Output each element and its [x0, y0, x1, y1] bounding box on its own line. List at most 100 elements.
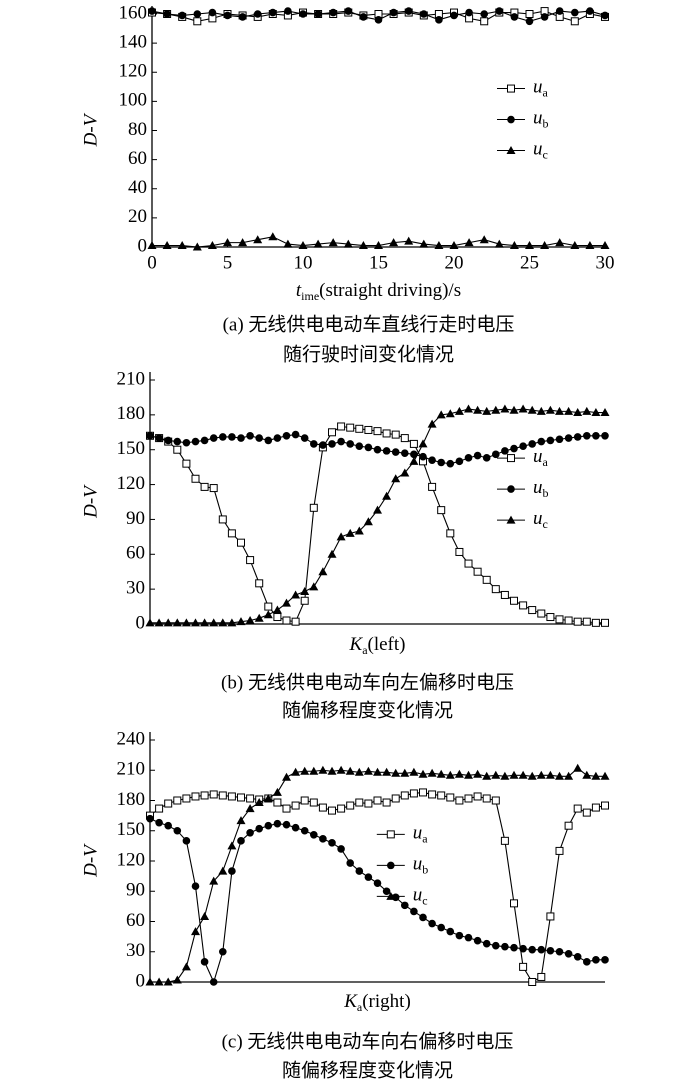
marker-circle: [337, 437, 345, 446]
marker-circle: [525, 17, 534, 26]
marker-square: [455, 547, 464, 556]
marker-square: [573, 617, 582, 626]
marker-triangle: [591, 408, 601, 417]
marker-circle: [555, 7, 564, 15]
marker-circle: [146, 814, 154, 823]
marker-triangle: [382, 767, 392, 776]
marker-square: [291, 617, 300, 626]
marker-triangle: [227, 618, 237, 627]
marker-circle: [540, 13, 549, 21]
marker-circle: [450, 11, 458, 20]
marker-square: [570, 17, 579, 26]
marker-square: [386, 830, 395, 839]
marker-square: [182, 459, 191, 468]
marker-triangle: [391, 474, 401, 483]
marker-circle: [178, 11, 186, 20]
marker-circle: [537, 437, 546, 446]
marker-circle: [246, 431, 254, 440]
marker-triangle: [386, 891, 396, 900]
marker-square: [519, 962, 528, 971]
marker-circle: [255, 434, 263, 442]
marker-triangle: [345, 766, 355, 775]
marker-square: [382, 798, 391, 807]
marker-circle: [391, 448, 400, 456]
marker-circle: [228, 867, 236, 875]
marker-triangle: [400, 768, 410, 777]
marker-circle: [237, 837, 245, 845]
marker-triangle: [254, 613, 264, 622]
marker-square: [537, 609, 546, 618]
marker-triangle: [391, 768, 401, 777]
marker-circle: [389, 8, 398, 17]
x-tick-label: 20: [445, 252, 464, 273]
marker-triangle: [172, 618, 182, 627]
y-axis-label: D-V: [80, 484, 101, 519]
marker-square: [273, 613, 282, 622]
marker-triangle: [363, 766, 373, 775]
marker-square: [601, 801, 609, 810]
y-tick-label: 150: [117, 819, 146, 840]
marker-triangle: [509, 770, 519, 779]
marker-triangle: [327, 766, 337, 775]
marker-circle: [299, 10, 307, 18]
marker-triangle: [545, 770, 555, 779]
marker-circle: [300, 434, 309, 442]
marker-square: [491, 796, 500, 805]
marker-circle: [329, 8, 338, 17]
marker-square: [409, 439, 418, 448]
legend-label: ub: [413, 854, 429, 876]
marker-circle: [255, 824, 263, 833]
marker-triangle: [181, 618, 191, 627]
marker-triangle: [564, 771, 574, 780]
marker-square: [491, 585, 500, 594]
marker-circle: [264, 821, 273, 830]
marker-triangle: [154, 618, 164, 627]
marker-square: [480, 17, 489, 26]
marker-square: [309, 503, 318, 512]
marker-triangle: [227, 841, 237, 850]
marker-triangle: [491, 405, 501, 414]
marker-triangle: [518, 770, 528, 779]
marker-circle: [492, 941, 500, 950]
marker-triangle: [298, 241, 308, 250]
marker-circle: [464, 933, 473, 942]
marker-square: [455, 796, 464, 805]
marker-square: [218, 791, 227, 800]
marker-circle: [519, 442, 527, 451]
marker-circle: [300, 826, 309, 835]
marker-circle: [373, 879, 382, 887]
marker-circle: [564, 949, 573, 958]
marker-circle: [208, 8, 217, 17]
marker-circle: [519, 944, 527, 953]
marker-triangle: [482, 771, 492, 780]
marker-square: [507, 84, 515, 93]
marker-triangle: [479, 235, 489, 244]
marker-triangle: [191, 927, 200, 936]
y-tick-label: 120: [117, 849, 146, 870]
marker-triangle: [419, 239, 429, 248]
marker-square: [519, 601, 528, 610]
marker-circle: [228, 433, 236, 441]
marker-square: [355, 798, 364, 807]
y-tick-label: 210: [117, 759, 146, 780]
marker-square: [500, 590, 509, 599]
marker-circle: [437, 923, 446, 932]
marker-circle: [182, 438, 191, 447]
marker-triangle: [500, 771, 510, 780]
y-tick-label: 90: [126, 880, 145, 901]
marker-triangle: [436, 769, 446, 778]
marker-circle: [219, 433, 227, 441]
y-tick-label: 120: [117, 473, 146, 494]
marker-circle: [401, 901, 409, 910]
marker-circle: [492, 450, 500, 459]
marker-triangle: [591, 771, 601, 780]
marker-square: [473, 792, 482, 801]
marker-triangle: [482, 406, 492, 415]
marker-triangle: [464, 238, 474, 247]
marker-triangle: [454, 406, 464, 415]
marker-circle: [583, 431, 591, 440]
marker-triangle: [268, 232, 278, 241]
marker-circle: [191, 437, 200, 446]
marker-triangle: [309, 766, 319, 775]
marker-triangle: [291, 767, 301, 776]
